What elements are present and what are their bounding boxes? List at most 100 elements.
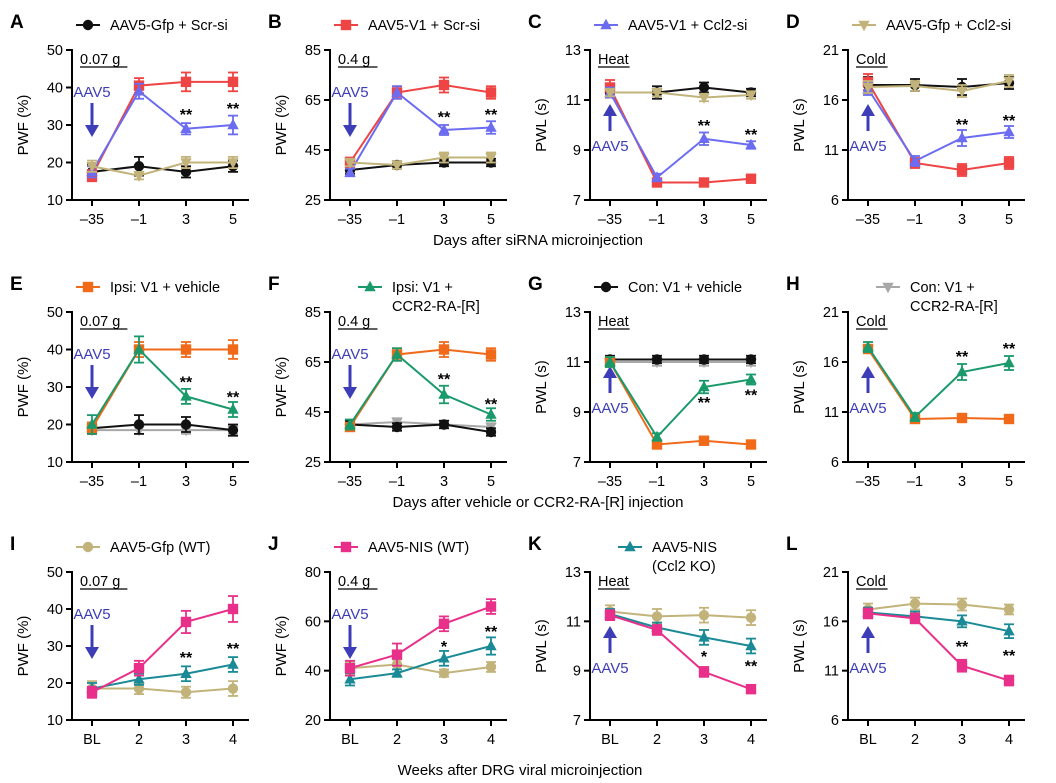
significance-stars: ** (180, 650, 193, 667)
legend-label: AAV5-Gfp + Ccl2-si (886, 18, 1011, 34)
data-point (1003, 604, 1015, 615)
data-point (651, 171, 663, 182)
x-tick-label: 5 (1005, 212, 1013, 228)
series-line (91, 608, 234, 694)
arrow-down-icon (343, 387, 357, 399)
y-tick-label: 30 (47, 380, 63, 396)
y-axis-label: PWF (%) (15, 616, 32, 677)
series-green (862, 340, 1015, 422)
data-point (344, 663, 356, 674)
y-tick-label: 25 (305, 455, 321, 471)
data-point (698, 354, 710, 365)
legend-marker (82, 281, 94, 293)
condition-note: Heat (598, 52, 629, 68)
data-point (344, 418, 356, 429)
data-point (604, 609, 616, 621)
data-point (133, 673, 145, 684)
x-tick-label: 3 (440, 212, 448, 228)
y-tick-label: 25 (305, 193, 321, 209)
significance-stars: ** (438, 109, 451, 126)
arrow-up-icon (603, 366, 617, 378)
series-line (349, 156, 491, 167)
y-tick-label: 40 (305, 664, 321, 680)
x-tick-label: –35 (80, 212, 104, 228)
data-point (133, 419, 145, 430)
y-axis-label: PWL (s) (791, 619, 808, 673)
y-tick-label: 65 (305, 93, 321, 109)
y-tick-label: 13 (565, 43, 581, 59)
y-tick-label: 11 (824, 143, 839, 159)
data-point (227, 658, 239, 669)
y-tick-label: 9 (573, 143, 581, 159)
aav5-label: AAV5 (331, 346, 368, 363)
legend-label: AAV5-NIS (WT) (368, 540, 469, 556)
series-line (867, 611, 1010, 633)
panel-b: B AAV5-V1 + Scr-si 25 45 65 85 –35 –1 3 5 PWF (%) 0… (268, 12, 507, 228)
x-tick-label: 3 (958, 474, 966, 490)
series-teal (604, 607, 757, 655)
x-tick-label: 2 (653, 732, 661, 748)
data-point (862, 82, 874, 94)
series-olive (604, 87, 757, 104)
series-line (349, 423, 492, 433)
y-tick-label: 7 (573, 713, 581, 729)
x-tick-label: 2 (135, 732, 143, 748)
data-point (909, 613, 921, 624)
y-tick-label: 50 (47, 565, 63, 581)
aav5-label: AAV5 (591, 660, 628, 677)
data-point (698, 609, 710, 621)
x-tick-label: 3 (700, 212, 708, 228)
data-point (438, 419, 450, 430)
x-tick-label: 3 (958, 732, 966, 748)
series-olive (86, 155, 239, 182)
y-tick-label: 30 (47, 118, 63, 134)
x-tick-label: 2 (911, 732, 919, 748)
data-point (698, 93, 710, 104)
x-tick-label: 3 (182, 212, 190, 228)
y-tick-label: 20 (47, 418, 63, 434)
series-black (604, 354, 757, 365)
significance-stars: ** (698, 118, 711, 135)
data-point (344, 166, 356, 177)
panel-c: C AAV5-V1 + Ccl2-si 7 9 11 13 –35 –1 3 5 PWL (s) He… (528, 12, 767, 228)
y-tick-label: 30 (47, 639, 63, 655)
y-tick-label: 6 (831, 713, 839, 729)
significance-stars: ** (180, 107, 193, 124)
y-tick-label: 21 (823, 565, 839, 581)
legend-label: Con: V1 + vehicle (628, 280, 742, 296)
panel-letter: B (268, 12, 282, 33)
x-tick-label: 3 (182, 474, 190, 490)
series-line (349, 420, 492, 428)
data-point (391, 160, 403, 172)
aav5-label: AAV5 (849, 400, 886, 417)
legend-marker (858, 20, 870, 32)
data-point (651, 611, 663, 622)
series-line (609, 610, 752, 619)
data-point (862, 608, 874, 619)
series-line (609, 361, 752, 446)
y-tick-label: 7 (573, 193, 581, 209)
data-point (391, 421, 403, 433)
y-tick-label: 11 (824, 664, 839, 680)
y-tick-label: 10 (47, 193, 63, 209)
x-tick-label: –1 (389, 474, 405, 490)
panel-k: K AAV5-NIS (Ccl2 KO) 7 9 11 13 BL 2 3 4 PWL (s) Heat… (528, 534, 767, 748)
significance-stars: ** (1003, 113, 1016, 130)
data-point (956, 164, 968, 176)
x-tick-label: –35 (338, 474, 362, 490)
y-tick-label: 10 (47, 713, 63, 729)
y-tick-label: 9 (573, 664, 581, 680)
data-point (133, 683, 145, 694)
y-axis-label: PWL (s) (791, 98, 808, 152)
legend-marker (340, 541, 352, 553)
x-tick-label: 3 (700, 732, 708, 748)
condition-note: Heat (598, 314, 629, 330)
data-point (485, 87, 497, 98)
data-point (86, 687, 98, 698)
series-magenta (862, 607, 1015, 687)
aav5-label: AAV5 (849, 660, 886, 677)
data-point (180, 616, 192, 628)
aav5-label: AAV5 (849, 138, 886, 155)
data-point (1003, 125, 1015, 137)
aav5-label: AAV5 (591, 138, 628, 155)
